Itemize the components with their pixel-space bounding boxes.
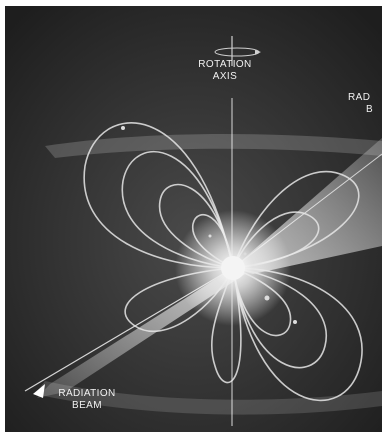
radiation-beam-label-left-line1: RADIATION <box>58 388 116 399</box>
radiation-beam-label-right-line2: B <box>366 104 374 115</box>
radiation-beam-band <box>35 134 382 415</box>
pulsar-illustration <box>5 6 382 432</box>
rotation-axis-label-line2: AXIS <box>212 71 238 82</box>
radiation-beam-label-right-line1: RAD <box>348 92 371 103</box>
particles <box>121 126 297 324</box>
rotation-axis-label: ROTATION AXIS <box>190 59 260 83</box>
rotation-axis-label-line1: ROTATION <box>198 59 252 70</box>
pulsar-diagram-svg <box>5 6 382 432</box>
radiation-beam-label-right: RAD B <box>348 92 382 116</box>
radiation-beam-label-left-line2: BEAM <box>72 400 102 411</box>
radiation-beam-label-left: RADIATION BEAM <box>52 388 122 412</box>
neutron-star <box>221 256 245 280</box>
